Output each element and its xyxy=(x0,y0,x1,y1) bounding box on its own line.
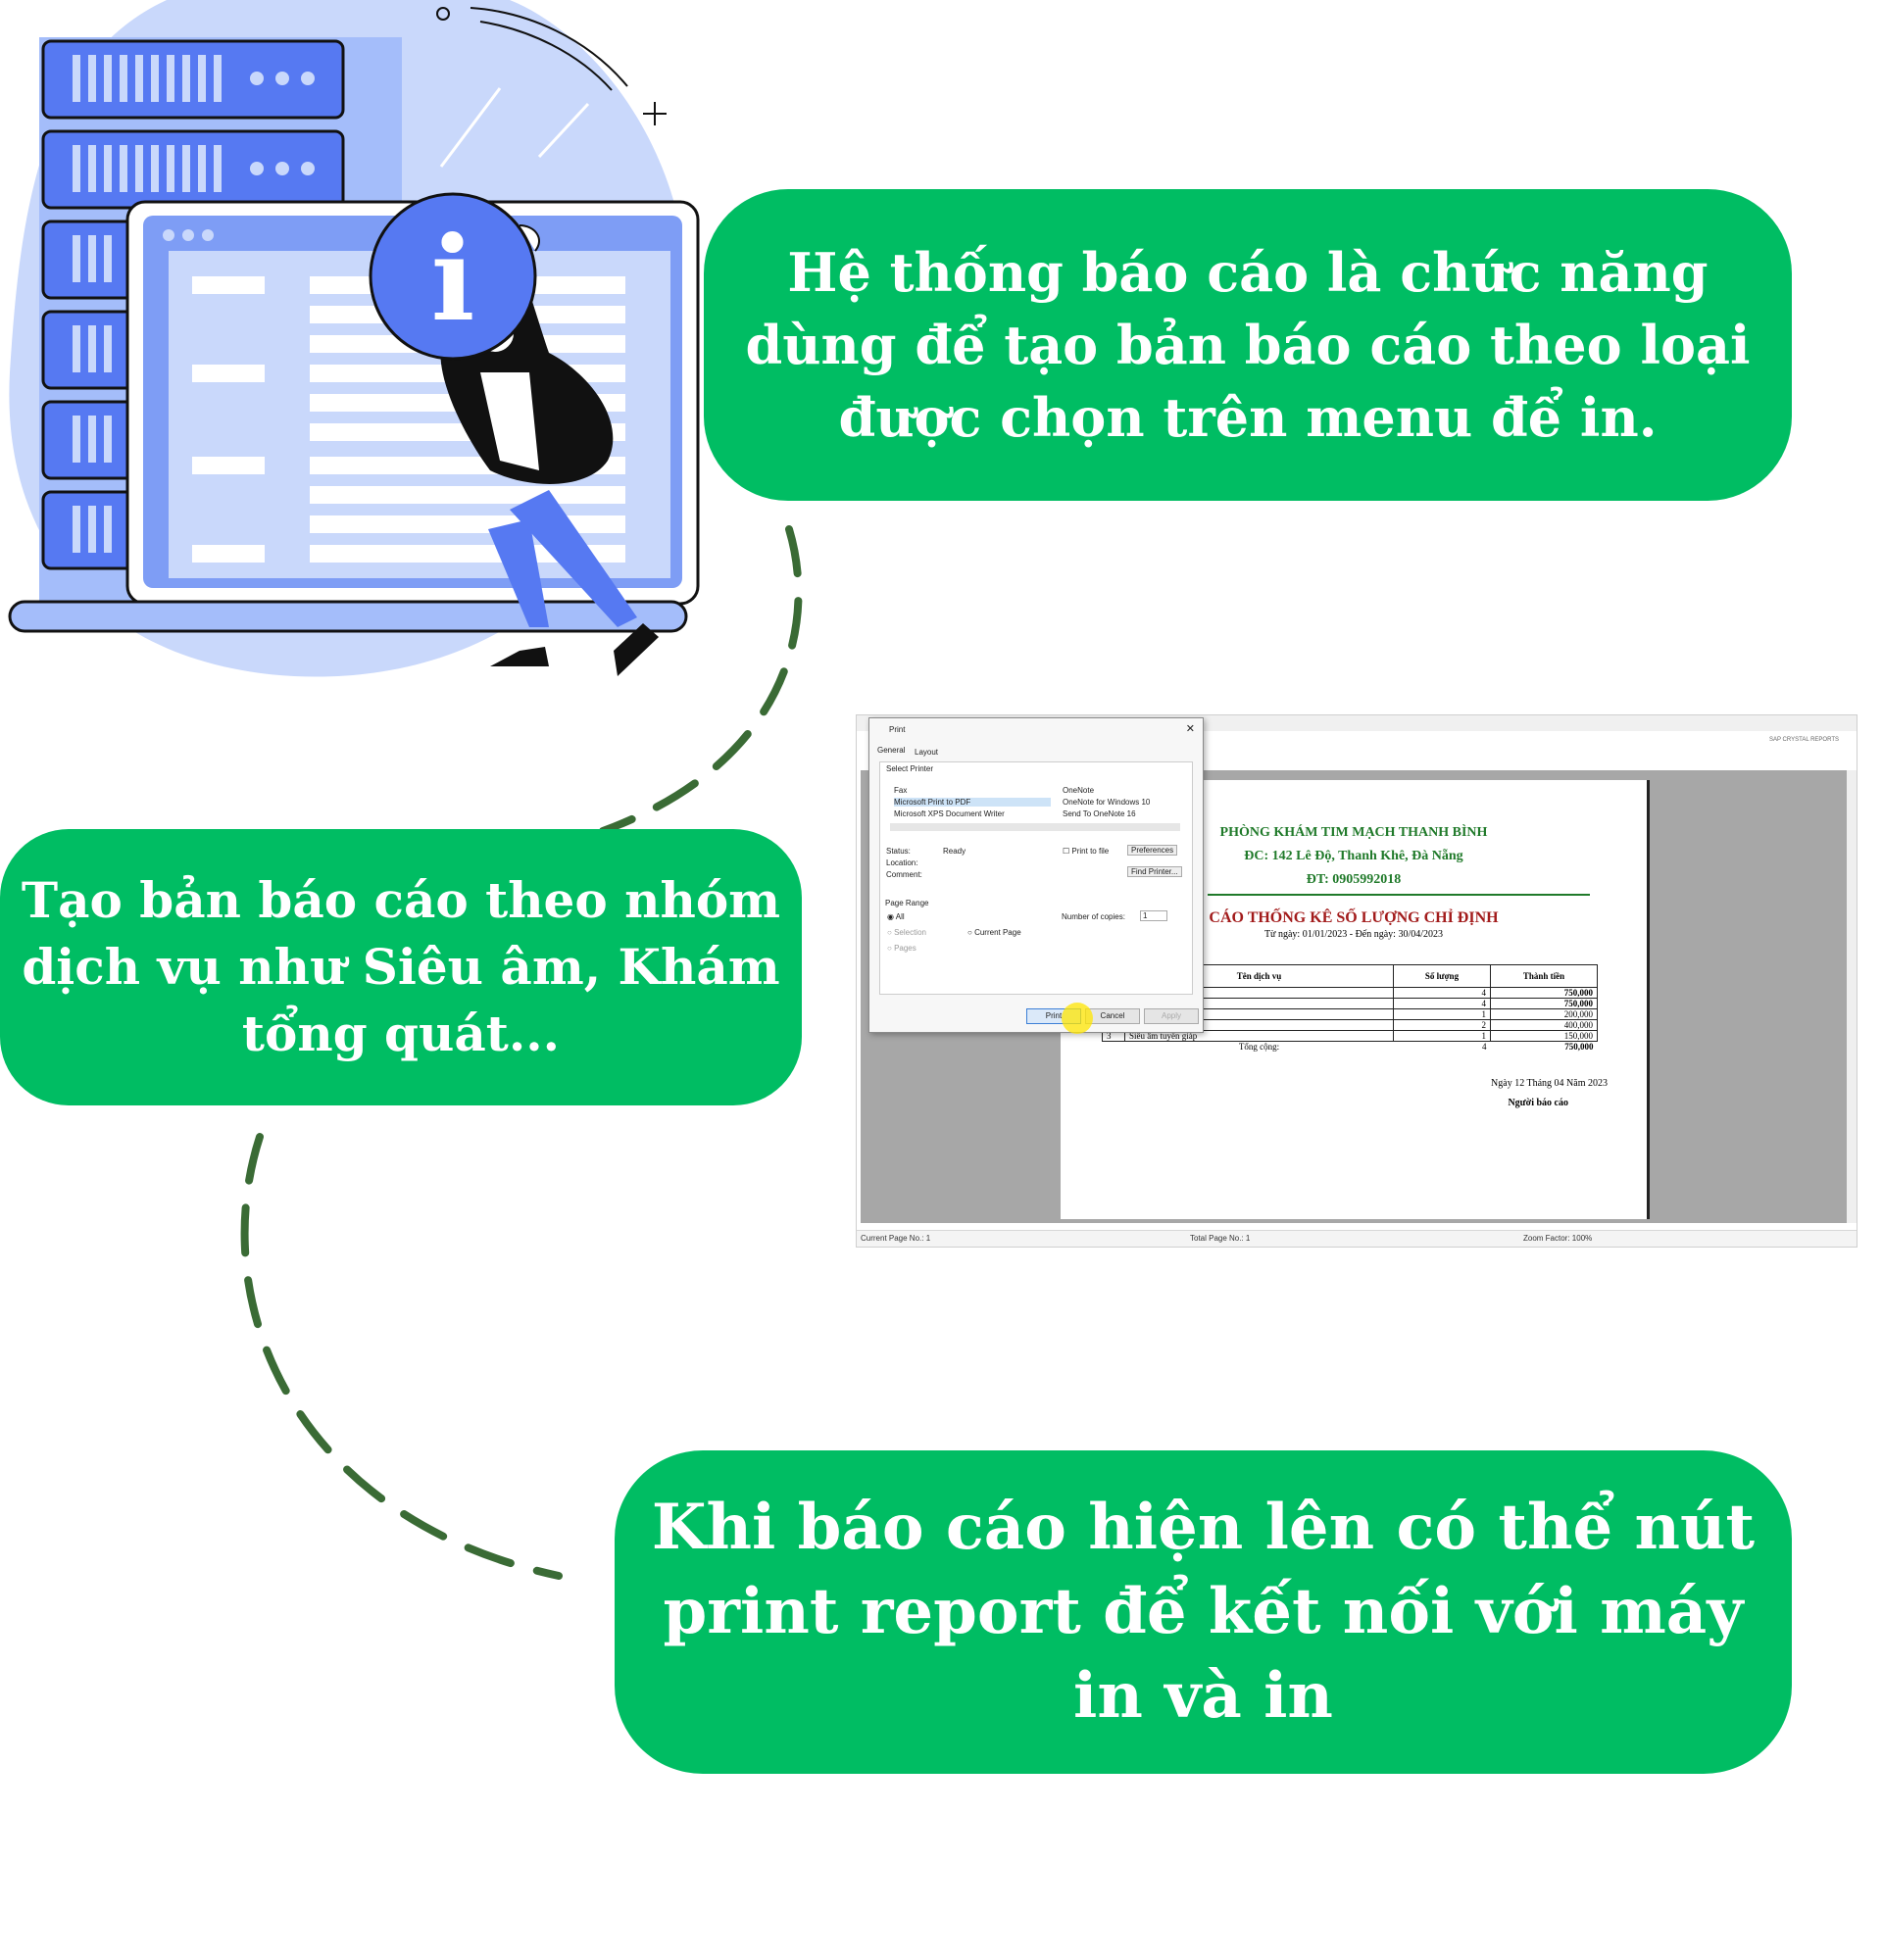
report-divider xyxy=(1208,894,1590,896)
report-date: Ngày 12 Tháng 04 Năm 2023 xyxy=(1491,1078,1608,1089)
tab-layout[interactable]: Layout xyxy=(915,748,939,757)
viewer-scrollbar[interactable] xyxy=(1847,770,1857,1223)
page-range-label: Page Range xyxy=(885,899,929,907)
radio-current-page[interactable]: ○ Current Page xyxy=(967,928,1021,937)
status-zoom: Zoom Factor: 100% xyxy=(1523,1234,1593,1243)
printer-list-scrollbar[interactable] xyxy=(890,823,1180,831)
info-bubble-bottom: Khi báo cáo hiện lên có thể nút print re… xyxy=(615,1450,1792,1774)
bubble-top-line-2: dùng để tạo bản báo cáo theo loại xyxy=(745,314,1751,376)
select-printer-label: Select Printer xyxy=(886,764,934,773)
table-row: 3 Siêu âm tuyến giáp 1 150,000 xyxy=(1102,1030,1598,1042)
print-dialog: Print ✕ General Layout Select Printer Fa… xyxy=(868,717,1204,1034)
copies-label: Number of copies: xyxy=(1062,912,1125,921)
report-title: CÁO THỐNG KÊ SỐ LƯỢNG CHỈ ĐỊNH xyxy=(1209,909,1499,926)
info-icon xyxy=(369,192,537,361)
radio-all-label: All xyxy=(895,912,905,921)
bubble-bottom-line-1: Khi báo cáo hiện lên có thể nút xyxy=(651,1491,1756,1564)
bubble-middle-line-3: tổng quát... xyxy=(241,1004,561,1062)
status-current-page: Current Page No.: 1 xyxy=(861,1234,931,1243)
report-address: ĐC: 142 Lê Độ, Thanh Khê, Đà Nẵng xyxy=(1244,849,1463,863)
printer-item[interactable]: Microsoft Print to PDF xyxy=(894,798,1051,807)
radio-selection[interactable]: ○ Selection xyxy=(887,928,926,937)
print-dialog-title: Print xyxy=(889,725,906,734)
bubble-bottom-line-3: in và in xyxy=(1073,1659,1333,1733)
print-dialog-panel: Select Printer Fax Microsoft Print to PD… xyxy=(879,761,1193,995)
report-header-amount: Thành tiền xyxy=(1490,964,1598,988)
radio-current-page-label: Current Page xyxy=(974,928,1021,937)
info-glyph: i xyxy=(431,211,475,347)
bubble-bottom-line-2: print report để kết nối với máy xyxy=(663,1575,1744,1648)
report-clinic: PHÒNG KHÁM TIM MẠCH THANH BÌNH xyxy=(1219,825,1488,840)
close-icon[interactable]: ✕ xyxy=(1185,723,1195,735)
print-to-file-label: Print to file xyxy=(1071,847,1110,856)
cursor-highlight xyxy=(1062,1003,1093,1034)
bubble-top-line-1: Hệ thống báo cáo là chức năng xyxy=(787,241,1709,304)
connector-bottom xyxy=(240,1133,563,1580)
tab-general[interactable]: General xyxy=(877,746,906,755)
preferences-button[interactable]: Preferences xyxy=(1127,845,1178,856)
find-printer-button[interactable]: Find Printer... xyxy=(1127,866,1182,877)
server-laptop-illustration: i xyxy=(8,0,700,677)
report-phone: ĐT: 0905992018 xyxy=(1306,872,1402,887)
copies-input[interactable]: 1 xyxy=(1140,910,1167,921)
location-label: Location: xyxy=(886,858,918,867)
connector-top xyxy=(599,525,803,835)
viewer-statusbar: Current Page No.: 1 Total Page No.: 1 Zo… xyxy=(857,1230,1857,1247)
report-range: Từ ngày: 01/01/2023 - Đến ngày: 30/04/20… xyxy=(1263,929,1444,940)
comment-label: Comment: xyxy=(886,870,922,879)
printer-item[interactable]: Microsoft XPS Document Writer xyxy=(894,809,1005,818)
radio-pages[interactable]: ○ Pages xyxy=(887,944,916,953)
info-bubble-top: Hệ thống báo cáo là chức năng dùng để tạ… xyxy=(704,189,1792,501)
apply-button[interactable]: Apply xyxy=(1144,1008,1199,1024)
status-label: Status: xyxy=(886,847,911,856)
printer-item[interactable]: Send To OneNote 16 xyxy=(1063,809,1136,818)
printer-item[interactable]: OneNote for Windows 10 xyxy=(1063,798,1151,807)
radio-all[interactable]: ◉ All xyxy=(887,912,905,921)
printer-item[interactable]: Fax xyxy=(894,786,908,795)
print-to-file-checkbox[interactable]: ☐ Print to file xyxy=(1063,847,1110,856)
status-value: Ready xyxy=(943,847,966,856)
report-signer: Người báo cáo xyxy=(1508,1098,1568,1108)
radio-pages-label: Pages xyxy=(894,944,916,953)
radio-selection-label: Selection xyxy=(894,928,926,937)
cancel-button[interactable]: Cancel xyxy=(1085,1008,1140,1024)
report-viewer-screenshot: SAP CRYSTAL REPORTS PHÒNG KHÁM TIM MẠCH … xyxy=(856,714,1857,1248)
info-bubble-middle: Tạo bản báo cáo theo nhóm dịch vụ như Si… xyxy=(0,829,802,1105)
report-header-qty: Số lượng xyxy=(1393,964,1491,988)
viewer-brand: SAP CRYSTAL REPORTS xyxy=(1768,737,1839,743)
printer-item[interactable]: OneNote xyxy=(1063,786,1095,795)
bubble-top-line-3: được chọn trên menu để in. xyxy=(838,386,1658,449)
status-total-page: Total Page No.: 1 xyxy=(1190,1234,1251,1243)
bubble-middle-line-1: Tạo bản báo cáo theo nhóm xyxy=(21,871,781,929)
bubble-middle-line-2: dịch vụ như Siêu âm, Khám xyxy=(22,938,780,996)
table-row: Tổng cộng: 4 750,000 xyxy=(1238,1042,1594,1052)
